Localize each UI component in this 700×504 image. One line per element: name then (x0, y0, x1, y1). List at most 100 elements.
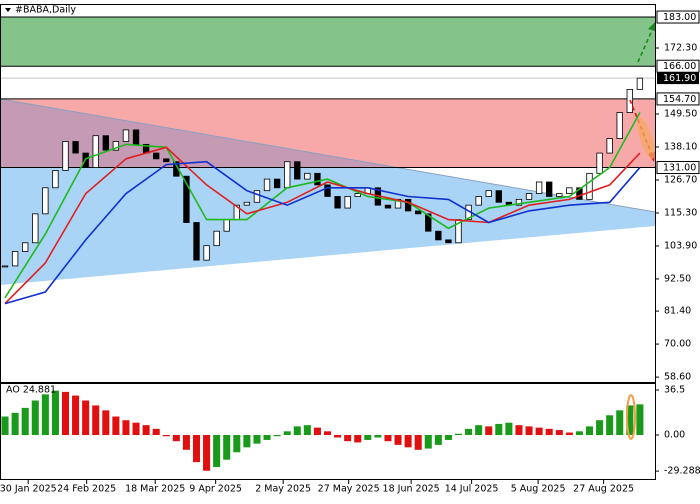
trend-line (0, 98, 656, 213)
candle (203, 245, 210, 261)
ao-bar (152, 428, 160, 436)
price-label: 161.90 (663, 73, 696, 84)
ao-bar (243, 435, 251, 448)
ao-bar (374, 435, 382, 438)
candle (263, 178, 271, 192)
y-tick-label: 115.30 (664, 207, 697, 218)
ao-bar (354, 435, 362, 443)
ao-bar (585, 426, 594, 436)
ao-bar (273, 435, 281, 437)
ao-bar (364, 435, 372, 440)
ao-bar (313, 427, 321, 436)
candle (404, 198, 412, 212)
candle (354, 193, 361, 197)
candle (52, 170, 59, 189)
candle (546, 181, 553, 197)
candle (32, 213, 39, 244)
candle (556, 193, 563, 197)
buy-zone (0, 17, 655, 67)
ao-bar (102, 410, 110, 436)
ao-bar (162, 435, 170, 437)
y-tick-label: 172.30 (664, 42, 697, 53)
y-tick-label: 103.90 (664, 240, 697, 251)
ao-bar (283, 431, 291, 436)
candle (1, 265, 9, 268)
ao-bar (223, 435, 231, 460)
candle (425, 213, 432, 232)
x-tick-label: 18 Jun 2025 (383, 484, 440, 495)
ao-bar (575, 431, 583, 436)
ao-bar (606, 415, 614, 436)
candle (495, 190, 502, 203)
candle (596, 152, 603, 174)
candle (273, 178, 281, 189)
ao-bar (414, 435, 422, 450)
x-tick-label: 30 Jan 2025 (0, 484, 57, 495)
candle (42, 187, 49, 215)
x-tick-label: 18 Mar 2025 (125, 484, 185, 495)
candle (525, 193, 533, 200)
moving-average (4, 160, 641, 305)
candle (576, 187, 583, 200)
ao-highlight (626, 394, 636, 440)
ao-bar (253, 435, 261, 444)
candle (122, 129, 130, 142)
ao-bar (454, 433, 463, 436)
ao-bar (132, 422, 140, 436)
candle (636, 77, 644, 90)
candle (304, 172, 311, 180)
overlay (626, 22, 655, 440)
menu-icon[interactable] (5, 8, 11, 12)
ao-bar (545, 428, 553, 436)
candle (102, 135, 109, 151)
ao-bar (323, 431, 332, 436)
ao-bar (293, 426, 301, 436)
ao-bar (465, 428, 473, 436)
candle (193, 222, 200, 261)
candle (314, 172, 321, 186)
level-label: 166.00 (663, 61, 696, 72)
support-zone (0, 167, 655, 285)
candle (163, 158, 170, 163)
ao-bar (11, 412, 19, 436)
ao-bar (596, 420, 604, 436)
level-label: 131.00 (663, 163, 696, 174)
candle (415, 210, 422, 215)
candle (435, 230, 442, 241)
candle (183, 175, 190, 223)
level-box (656, 92, 700, 106)
ao-bar (233, 435, 241, 453)
candle (616, 112, 623, 139)
ao-bar (565, 432, 573, 436)
candle (284, 161, 291, 189)
plot (1, 77, 644, 471)
level-label: 154.70 (663, 94, 696, 105)
candle (132, 129, 140, 145)
ao-bar (303, 425, 311, 436)
ao-bar (525, 426, 533, 436)
ao-bar (404, 435, 412, 448)
ao-bar (616, 410, 624, 436)
moving-average (4, 146, 641, 305)
ao-bar (535, 427, 543, 436)
candle (566, 187, 573, 194)
candle (606, 138, 613, 154)
ao-bar (142, 425, 150, 436)
candle (62, 141, 69, 171)
moving-average (4, 112, 641, 299)
highlight (637, 116, 655, 160)
ao-bar (344, 435, 352, 442)
ao-bar (444, 435, 452, 440)
ao-bar (555, 430, 563, 436)
ao-bar (505, 422, 513, 436)
ao-bar (31, 400, 39, 436)
ao-bar (485, 426, 493, 436)
candle (213, 230, 220, 247)
candle (72, 141, 79, 154)
candle (253, 190, 261, 203)
x-tick-label: 14 Jul 2025 (445, 484, 499, 495)
ao-bar (92, 405, 100, 436)
ao-bar (263, 435, 271, 440)
price-frame (0, 4, 656, 383)
